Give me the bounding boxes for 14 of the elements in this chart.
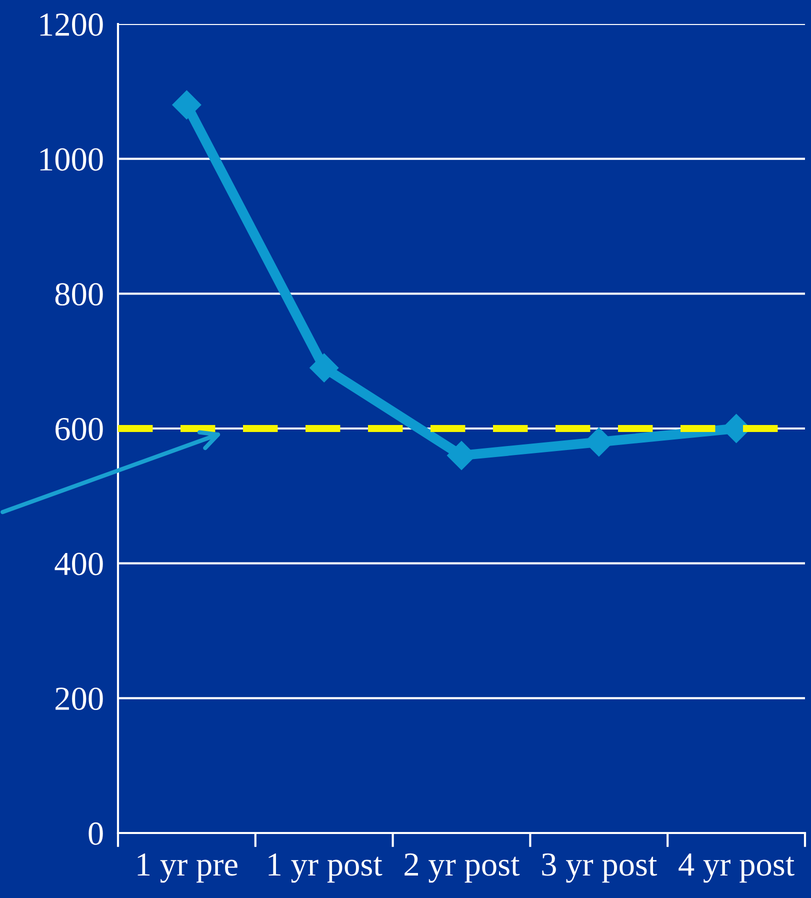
point [172, 90, 202, 120]
point [310, 353, 339, 382]
y-tick-label: 200 [56, 688, 103, 710]
y-tick-label: 1200 [40, 13, 103, 36]
y-tick-label: 0 [88, 822, 103, 845]
x-tick-label: 3 yr post [542, 853, 658, 883]
y-tick-label: 400 [54, 552, 103, 576]
y-tick-label: 1000 [40, 148, 103, 171]
x-tick-label: 1 yr post [268, 853, 382, 883]
x-tick-label: 4 yr post [678, 854, 794, 883]
y-tick-label: 600 [56, 418, 103, 440]
x-tick-label: 1 yr pre [138, 853, 238, 883]
y-tick-label: 800 [55, 283, 103, 306]
x-tick-label: 2 yr post [404, 853, 520, 883]
